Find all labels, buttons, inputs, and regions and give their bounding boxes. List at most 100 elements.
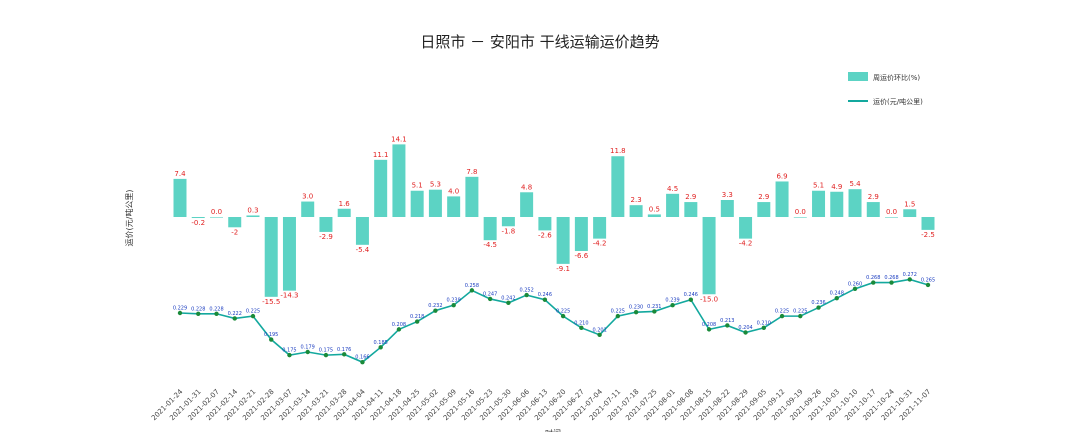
bar-40	[903, 209, 917, 218]
bar-28	[684, 202, 698, 217]
bar-label-32: 2.9	[758, 193, 769, 201]
bar-label-30: 3.3	[722, 191, 733, 199]
legend: 周运价环比(%) 运价(元/吨公里)	[848, 72, 923, 106]
price-point-27	[670, 303, 675, 308]
price-label-25: 0.230	[629, 305, 643, 311]
bar-12	[392, 144, 406, 217]
price-label-15: 0.239	[446, 298, 460, 304]
bar-0	[173, 178, 187, 217]
price-label-0: 0.229	[173, 306, 187, 312]
price-label-1: 0.228	[191, 306, 205, 312]
bar-27	[666, 193, 680, 217]
bar-8	[319, 217, 333, 232]
price-point-21	[560, 313, 566, 319]
bar-label-14: 5.3	[430, 181, 441, 189]
price-point-3	[232, 316, 237, 321]
bar-36	[830, 191, 844, 217]
bar-label-22: -6.6	[575, 252, 589, 260]
price-label-26: 0.231	[647, 304, 661, 310]
bar-label-13: 5.1	[412, 182, 423, 190]
price-label-34: 0.225	[793, 309, 807, 315]
bar-1	[191, 217, 205, 219]
price-label-12: 0.208	[392, 322, 406, 328]
bar-38	[866, 202, 880, 217]
bar-13	[410, 190, 424, 218]
bar-label-24: 11.8	[610, 147, 626, 155]
price-point-6	[287, 352, 292, 358]
bar-24	[611, 156, 625, 217]
price-point-23	[597, 332, 602, 338]
x-tick-labels: 2021-01-242021-01-312021-02-072021-02-14…	[150, 387, 932, 422]
price-point-12	[396, 327, 402, 332]
price-label-4: 0.225	[246, 309, 260, 315]
line-layer: 0.229 0.228 0.228 0.222 0.225 0.195 0.175 0.179…	[173, 272, 935, 365]
bar-label-35: 5.1	[813, 182, 824, 190]
price-label-9: 0.176	[337, 347, 351, 353]
bar-label-11: 11.1	[373, 151, 389, 159]
price-point-31	[743, 330, 748, 335]
bar-label-3: -2	[231, 228, 238, 236]
price-label-16: 0.258	[465, 283, 479, 289]
bar-label-33: 6.9	[776, 172, 787, 180]
bar-label-36: 4.9	[831, 183, 842, 191]
price-point-16	[469, 288, 475, 293]
bar-label-2: 0.0	[211, 208, 222, 216]
y-axis-title: 运价(元/吨公里)	[124, 190, 134, 247]
legend-line-label: 运价(元/吨公里)	[873, 97, 923, 106]
bar-label-23: -4.2	[593, 240, 607, 248]
price-point-17	[487, 296, 493, 302]
bar-5	[264, 217, 278, 297]
price-label-33: 0.225	[775, 309, 789, 315]
price-label-8: 0.175	[319, 348, 333, 354]
price-label-38: 0.268	[866, 275, 880, 281]
bar-label-40: 1.5	[904, 200, 915, 208]
bar-2	[209, 217, 223, 218]
price-label-24: 0.225	[611, 309, 625, 315]
bar-label-21: -9.1	[556, 265, 570, 273]
price-label-13: 0.218	[410, 314, 424, 320]
bar-25	[629, 205, 643, 218]
bar-label-39: 0.0	[886, 208, 897, 216]
price-point-37	[852, 286, 858, 292]
bar-18	[501, 217, 515, 227]
price-point-4	[250, 313, 256, 319]
bar-7	[301, 201, 315, 217]
price-point-40	[907, 277, 912, 282]
bar-10	[355, 217, 369, 245]
price-label-3: 0.222	[228, 311, 242, 317]
bar-label-37: 5.4	[849, 180, 861, 188]
bar-23	[593, 217, 607, 239]
bar-4	[246, 215, 260, 218]
bar-label-8: -2.9	[319, 233, 333, 241]
price-point-8	[323, 352, 329, 358]
bar-33	[775, 181, 789, 218]
price-label-37: 0.260	[848, 281, 862, 287]
price-label-6: 0.175	[282, 348, 296, 354]
price-label-39: 0.268	[884, 275, 898, 281]
price-label-29: 0.208	[702, 322, 716, 328]
price-point-32	[761, 325, 766, 331]
price-point-25	[633, 310, 639, 315]
price-label-11: 0.185	[374, 340, 388, 346]
price-label-28: 0.246	[684, 292, 698, 298]
price-point-34	[798, 313, 803, 319]
price-point-13	[414, 319, 420, 324]
bar-label-20: -2.6	[538, 231, 552, 239]
bar-9	[337, 208, 351, 217]
price-line	[179, 278, 929, 364]
price-point-0	[177, 310, 183, 316]
bar-label-41: -2.5	[921, 231, 935, 239]
price-point-18	[506, 300, 511, 306]
price-point-26	[652, 309, 657, 314]
price-point-28	[688, 297, 694, 302]
price-label-10: 0.166	[355, 355, 369, 361]
bar-label-29: -15.0	[700, 295, 718, 303]
bar-label-31: -4.2	[739, 240, 753, 248]
bar-39	[885, 217, 899, 218]
price-label-27: 0.239	[665, 298, 679, 304]
bar-22	[574, 217, 588, 251]
bar-label-38: 2.9	[868, 193, 879, 201]
price-point-35	[816, 305, 821, 310]
price-point-14	[433, 308, 438, 313]
